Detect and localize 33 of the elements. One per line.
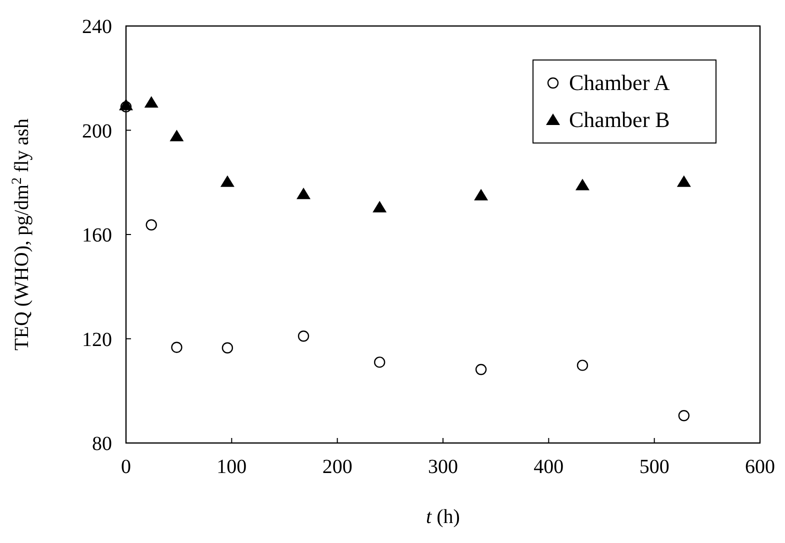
y-tick-label: 240 bbox=[82, 16, 112, 38]
x-tick-label: 500 bbox=[639, 456, 670, 478]
x-axis-title: t (h) bbox=[426, 506, 460, 528]
point bbox=[678, 410, 690, 422]
point bbox=[576, 360, 588, 371]
x-tick-label: 600 bbox=[745, 456, 775, 478]
point bbox=[171, 342, 182, 353]
point bbox=[119, 98, 133, 110]
point bbox=[676, 175, 691, 187]
point bbox=[120, 101, 132, 112]
point bbox=[222, 342, 234, 354]
y-tick-label: 200 bbox=[82, 120, 112, 142]
x-tick-label: 200 bbox=[322, 456, 352, 478]
legend-label: Chamber B bbox=[569, 107, 670, 132]
y-tick-label: 120 bbox=[82, 328, 112, 351]
y-tick-label: 80 bbox=[92, 433, 112, 455]
point bbox=[298, 330, 310, 342]
legend-label: Chamber A bbox=[569, 70, 670, 95]
point bbox=[475, 364, 487, 376]
x-tick-label: 0 bbox=[121, 456, 131, 478]
point bbox=[575, 178, 590, 190]
point bbox=[474, 188, 488, 200]
point bbox=[144, 96, 158, 108]
x-tick-label: 400 bbox=[534, 456, 564, 478]
point bbox=[170, 130, 184, 142]
y-tick-label: 160 bbox=[82, 224, 112, 246]
point bbox=[146, 219, 157, 230]
x-tick-label: 300 bbox=[428, 456, 458, 478]
point bbox=[374, 356, 386, 368]
point bbox=[296, 188, 311, 200]
x-tick-label: 100 bbox=[216, 456, 247, 478]
point bbox=[220, 175, 234, 187]
point bbox=[372, 200, 387, 212]
